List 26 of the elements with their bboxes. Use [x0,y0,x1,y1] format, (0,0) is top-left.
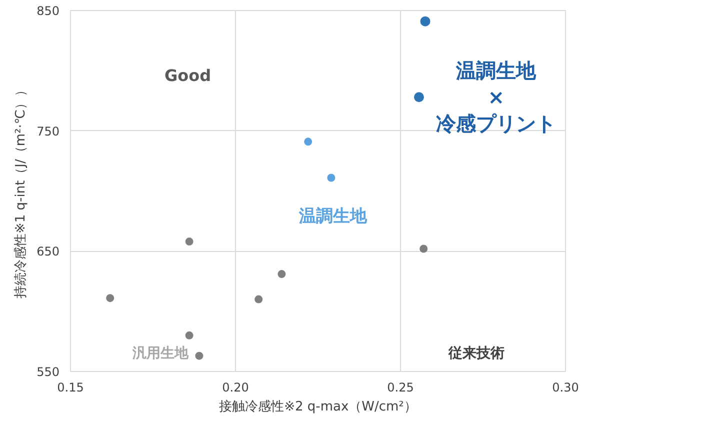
series-label: 温調生地 × 冷感プリント [436,58,556,136]
x-tick-label: 0.25 [387,380,414,394]
annotation: 従来技術 [447,345,504,362]
x-axis-title: 接触冷感性※2 q-max（W/cm²） [219,400,417,414]
annotation: Good [164,66,212,85]
y-axis-title: 持続冷感性※1 q-int（J/（m²·℃）） [14,83,29,299]
point [106,294,114,302]
point [185,331,194,340]
y-tick-label: 550 [36,365,60,379]
point [414,92,424,102]
point [278,270,286,278]
point [195,352,204,360]
y-tick-label: 850 [36,4,60,18]
point [420,16,430,26]
y-tick-label: 650 [36,244,60,259]
text: 温調生地 [298,206,368,226]
x-tick-label: 0.20 [222,380,249,394]
series-label: 汎用生地 [131,345,190,362]
y-tick-label: 750 [36,124,60,138]
point [185,238,194,246]
point [254,295,263,304]
point [420,244,428,253]
x-tick-label: 0.15 [57,380,84,394]
point [327,174,336,182]
x-tick-label: 0.30 [552,380,579,394]
point [304,138,312,146]
